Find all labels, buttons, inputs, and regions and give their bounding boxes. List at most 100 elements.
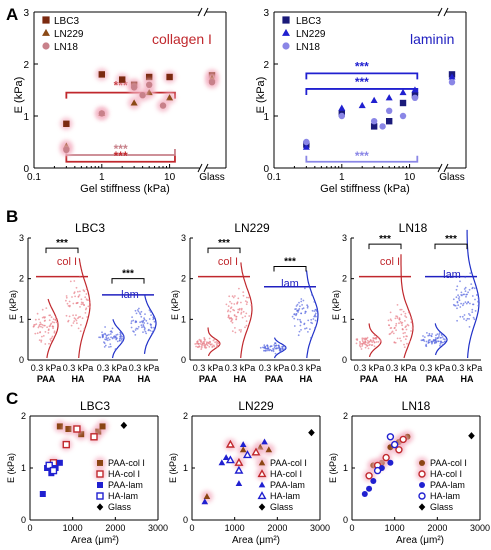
b-violin-point xyxy=(293,325,296,327)
b-y-tick-label: 2 xyxy=(19,274,24,284)
b-violin-point xyxy=(477,299,480,302)
a-glass-point-ln18 xyxy=(208,79,216,86)
b-violin-point xyxy=(52,318,55,321)
b-violin-point xyxy=(74,318,77,320)
b-violin-point xyxy=(65,314,68,317)
b-violin-point xyxy=(51,321,54,323)
a-axis-break-0b xyxy=(443,7,449,17)
b-violin-point xyxy=(460,291,463,294)
b-violin-point xyxy=(134,334,137,336)
b-violin-point xyxy=(471,287,474,290)
b-violin-point xyxy=(234,327,236,329)
b-violin-point xyxy=(227,316,230,319)
b-violin-point xyxy=(131,316,134,318)
b-violin-point xyxy=(395,322,398,325)
c-data-point-2 xyxy=(239,441,247,447)
b-violin-point xyxy=(142,331,144,333)
a-x-tick-label: 10 xyxy=(404,172,416,183)
b-violin-point xyxy=(266,344,269,347)
b-violin-point xyxy=(435,341,438,344)
b-violin-point xyxy=(310,337,312,339)
b-violin-point xyxy=(274,352,277,355)
b-violin-point xyxy=(272,350,275,353)
b-violin-point xyxy=(240,311,243,314)
b-y-tick-label: 2 xyxy=(181,274,186,284)
a-laminin-x-label: Gel stiffness (kPa) xyxy=(320,183,410,195)
b-violin-point xyxy=(430,340,433,343)
b-violin-point xyxy=(150,314,153,316)
b-violin-point xyxy=(394,326,396,329)
b-violin-point xyxy=(463,314,466,316)
a-significance-label: *** xyxy=(114,149,128,163)
b-violin-point xyxy=(34,332,37,335)
b-violin-point xyxy=(104,326,106,328)
b-x-tick-label: 0.3 kPa xyxy=(225,363,256,373)
b-violin-point xyxy=(422,335,424,337)
b-ln18-y-label: E (kPa) xyxy=(331,290,341,320)
b-violin-point xyxy=(83,328,86,330)
c-data-point-3 xyxy=(225,455,235,464)
b-violin-point xyxy=(278,346,280,348)
panel-c-ln18-chart: 0 1 2 0 1000 2000 3000 PAA-col IHA-col IPAA-lam… xyxy=(328,399,490,546)
b-violin-point xyxy=(103,342,106,345)
b-violin-point xyxy=(216,344,219,346)
b-violin-point xyxy=(72,322,75,324)
b-violin-point xyxy=(79,290,81,293)
b-violin-point xyxy=(132,319,135,322)
b-violin-point xyxy=(148,318,151,320)
a-axis-break-0b xyxy=(203,7,209,17)
b-violin-point xyxy=(195,342,198,345)
b-violin-point xyxy=(402,332,405,335)
b-x-tick-label: 0.3 kPa xyxy=(291,363,322,373)
b-violin-point xyxy=(428,332,431,335)
a-y-tick-label: 2 xyxy=(263,60,269,71)
b-violin-point xyxy=(147,329,150,332)
c-data-point-1 xyxy=(62,440,70,449)
b-violin-point xyxy=(50,316,53,318)
b-violin-point xyxy=(428,341,430,344)
c-data-point-2 xyxy=(235,480,243,486)
a-legend-marker xyxy=(42,42,50,50)
b-violin-point xyxy=(462,293,465,296)
b-violin-point xyxy=(212,339,215,342)
b-violin-point xyxy=(40,325,42,328)
b-violin-point xyxy=(53,330,56,333)
a-glass-point-ln18 xyxy=(448,79,456,86)
b-violin-point xyxy=(41,335,43,338)
b-violin-point xyxy=(106,337,108,340)
b-violin-point xyxy=(473,318,476,321)
c-data-point-0 xyxy=(265,446,273,453)
b-violin-point xyxy=(209,341,212,344)
a-laminin-legend: LBC3 LN229 LN18 xyxy=(296,16,326,53)
b-violin-point xyxy=(272,347,274,350)
b-violin-point xyxy=(139,321,142,324)
b-violin-point xyxy=(123,337,125,340)
b-violin-point xyxy=(195,345,198,348)
b-violin-point xyxy=(436,333,439,335)
b-violin-point xyxy=(375,337,377,339)
a-data-point-ln18 xyxy=(411,94,419,102)
b-x-sublabel: HA xyxy=(300,374,313,384)
b-violin-point xyxy=(282,345,285,348)
b-violin-point xyxy=(231,330,234,333)
c-x-tick-label: 3000 xyxy=(310,523,330,533)
b-violin-point xyxy=(305,327,308,329)
b-violin-point xyxy=(238,307,241,310)
c-legend-marker xyxy=(418,503,426,511)
a-data-point-ln229 xyxy=(130,99,138,106)
b-violin-point xyxy=(463,288,466,290)
b-violin-point xyxy=(460,294,462,296)
b-violin-point xyxy=(84,296,87,299)
a-significance-label: *** xyxy=(355,59,369,73)
b-violin-point xyxy=(232,296,235,299)
c-y-tick-label: 1 xyxy=(343,463,348,473)
b-violin-point xyxy=(209,343,212,346)
b-x-tick-label: 0.3 kPa xyxy=(259,363,290,373)
b-violin-point xyxy=(137,310,140,313)
c-legend-label: PAA-lam xyxy=(270,480,305,490)
b-violin-point xyxy=(430,335,433,337)
a-collagen-legend-ln229: LN229 xyxy=(54,29,84,40)
b-violin-outline xyxy=(46,298,59,359)
b-violin-point xyxy=(208,342,211,345)
c-x-tick-label: 2000 xyxy=(427,523,447,533)
